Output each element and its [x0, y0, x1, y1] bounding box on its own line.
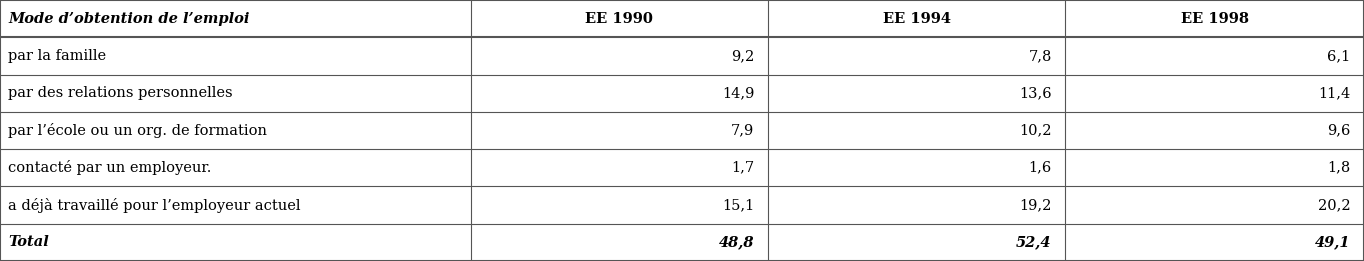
Text: 14,9: 14,9	[722, 86, 754, 100]
Text: 52,4: 52,4	[1016, 235, 1052, 249]
Text: EE 1994: EE 1994	[883, 12, 951, 26]
Text: 10,2: 10,2	[1019, 123, 1052, 138]
Text: 48,8: 48,8	[719, 235, 754, 249]
Text: a déjà travaillé pour l’employeur actuel: a déjà travaillé pour l’employeur actuel	[8, 198, 300, 212]
Text: EE 1990: EE 1990	[585, 12, 653, 26]
Text: 15,1: 15,1	[722, 198, 754, 212]
Text: Mode d’obtention de l’emploi: Mode d’obtention de l’emploi	[8, 12, 250, 26]
Text: 1,7: 1,7	[731, 161, 754, 175]
Text: 1,6: 1,6	[1028, 161, 1052, 175]
Text: 9,2: 9,2	[731, 49, 754, 63]
Text: par des relations personnelles: par des relations personnelles	[8, 86, 233, 100]
Text: 7,9: 7,9	[731, 123, 754, 138]
Text: EE 1998: EE 1998	[1181, 12, 1248, 26]
Text: contacté par un employeur.: contacté par un employeur.	[8, 160, 211, 175]
Text: Total: Total	[8, 235, 49, 249]
Text: 1,8: 1,8	[1327, 161, 1350, 175]
Text: 49,1: 49,1	[1315, 235, 1350, 249]
Text: 19,2: 19,2	[1019, 198, 1052, 212]
Text: par la famille: par la famille	[8, 49, 106, 63]
Text: 13,6: 13,6	[1019, 86, 1052, 100]
Text: 11,4: 11,4	[1318, 86, 1350, 100]
Text: 20,2: 20,2	[1318, 198, 1350, 212]
Text: par l’école ou un org. de formation: par l’école ou un org. de formation	[8, 123, 267, 138]
Text: 7,8: 7,8	[1028, 49, 1052, 63]
Text: 9,6: 9,6	[1327, 123, 1350, 138]
Text: 6,1: 6,1	[1327, 49, 1350, 63]
